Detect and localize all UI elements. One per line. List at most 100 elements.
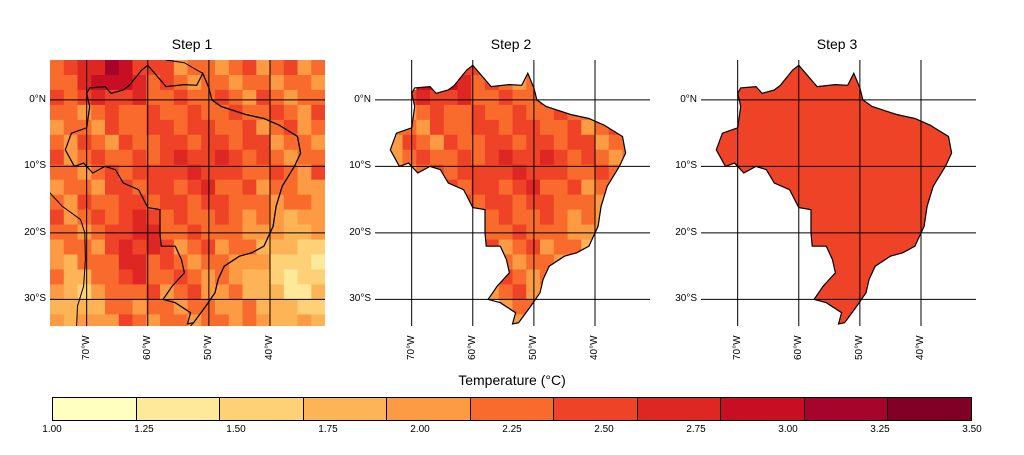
grid-cell xyxy=(228,75,244,91)
grid-cell xyxy=(256,134,271,151)
grid-cell xyxy=(50,194,65,211)
grid-cell xyxy=(270,254,285,271)
panel-title-step-3: Step 3 xyxy=(816,36,858,52)
grid-cell xyxy=(390,164,404,181)
grid-cell xyxy=(485,209,500,226)
grid-cell xyxy=(173,209,189,226)
grid-cell xyxy=(485,179,500,196)
grid-cell xyxy=(77,75,92,91)
grid-cell xyxy=(457,104,472,121)
grid-cell xyxy=(608,149,624,166)
grid-cell xyxy=(283,284,299,300)
grid-cell xyxy=(297,269,312,286)
grid-cell xyxy=(242,134,257,151)
grid-cell xyxy=(553,134,569,151)
grid-cell xyxy=(540,134,555,151)
grid-cell xyxy=(132,104,147,121)
grid-cell xyxy=(443,104,459,121)
grid-cell xyxy=(146,134,161,151)
grid-cell xyxy=(485,239,500,256)
grid-cell xyxy=(187,134,202,151)
grid-cell xyxy=(50,299,65,315)
grid-cell xyxy=(512,299,527,315)
grid-cell xyxy=(297,89,312,106)
grid-cell xyxy=(581,164,596,181)
grid-cell xyxy=(105,134,120,151)
grid-cell xyxy=(91,284,106,300)
grid-cell xyxy=(471,104,486,121)
grid-cell xyxy=(297,149,312,166)
grid-cell xyxy=(50,75,65,91)
grid-cell xyxy=(215,89,230,106)
grid-cell xyxy=(485,134,500,151)
grid-cell xyxy=(297,314,312,326)
grid-cell xyxy=(77,314,92,326)
grid-cell xyxy=(283,314,299,326)
grid-cell xyxy=(77,164,92,181)
grid-cell xyxy=(311,134,325,151)
grid-cell xyxy=(160,104,175,121)
grid-cell xyxy=(553,239,569,256)
grid-cell xyxy=(297,164,312,181)
grid-cell xyxy=(118,179,134,196)
grid-cell xyxy=(256,149,271,166)
grid-cell xyxy=(457,89,472,106)
grid-cell xyxy=(485,149,500,166)
grid-cell xyxy=(270,134,285,151)
grid-cell xyxy=(50,254,65,271)
grid-cell xyxy=(283,89,299,106)
grid-cell xyxy=(173,254,189,271)
grid-cell xyxy=(485,89,500,106)
colorbar-tick-label: 1.00 xyxy=(42,424,62,435)
grid-cell xyxy=(77,60,92,76)
grid-cell xyxy=(50,314,65,326)
grid-cell xyxy=(498,164,514,181)
grid-cell xyxy=(443,119,459,136)
grid-cell xyxy=(187,194,202,211)
grid-cell xyxy=(187,284,202,300)
grid-cell xyxy=(540,254,555,271)
grid-cell xyxy=(416,75,431,91)
grid-cell xyxy=(512,119,527,136)
grid-cell xyxy=(485,194,500,211)
grid-cell xyxy=(187,75,202,91)
latitude-label: 10°S xyxy=(24,160,46,172)
grid-cell xyxy=(118,89,134,106)
grid-cell xyxy=(91,209,106,226)
colorbar-segment xyxy=(888,398,972,420)
grid-cell xyxy=(50,179,65,196)
latitude-label: 30°S xyxy=(24,293,46,305)
grid-cell xyxy=(50,209,65,226)
grid-cell xyxy=(228,149,244,166)
brazil-border xyxy=(64,64,302,325)
grid-cell xyxy=(215,254,230,271)
grid-cell xyxy=(146,314,161,326)
grid-cell xyxy=(283,119,299,136)
grid-cell xyxy=(91,299,106,315)
grid-cell xyxy=(242,164,257,181)
grid-cell xyxy=(498,149,514,166)
latitude-label: 20°S xyxy=(675,226,697,238)
grid-cell xyxy=(242,119,257,136)
grid-cell xyxy=(443,89,459,106)
grid-cell xyxy=(50,149,65,166)
grid-cell xyxy=(297,134,312,151)
grid-cell xyxy=(485,269,500,286)
grid-cell xyxy=(270,314,285,326)
grid-cell xyxy=(297,104,312,121)
grid-cell xyxy=(160,299,175,315)
latitude-label: 30°S xyxy=(675,293,697,305)
grid-cell xyxy=(270,75,285,91)
grid-cell xyxy=(63,134,79,151)
grid-cell xyxy=(311,284,325,300)
grid-cell xyxy=(471,134,486,151)
grid-cell xyxy=(498,194,514,211)
grid-cell xyxy=(471,75,486,91)
grid-cell xyxy=(132,134,147,151)
grid-cell xyxy=(311,60,325,76)
grid-cell xyxy=(146,254,161,271)
grid-cell xyxy=(160,75,175,91)
grid-cell xyxy=(443,134,459,151)
grid-cell xyxy=(160,149,175,166)
grid-cell xyxy=(132,119,147,136)
